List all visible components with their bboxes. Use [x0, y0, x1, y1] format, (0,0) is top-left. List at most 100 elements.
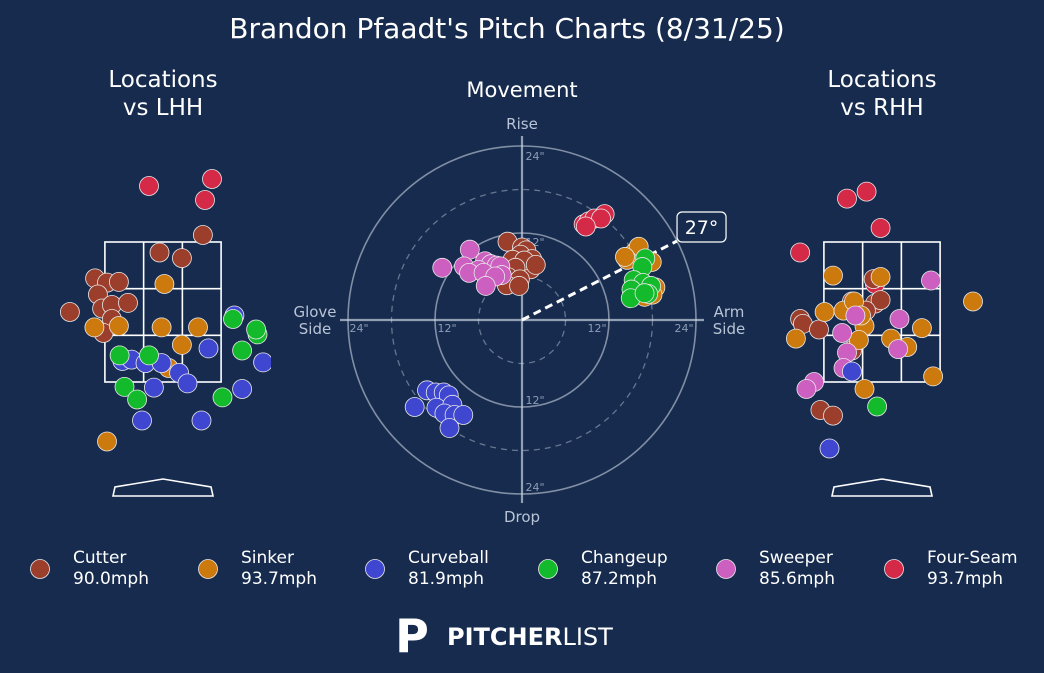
pitch-point-four-seam	[139, 176, 159, 196]
legend-marker	[884, 559, 904, 579]
arm-side-label-line: Side	[713, 320, 745, 338]
pitcherlist-brand: P PITCHERLIST	[395, 609, 613, 663]
ring-tick-label: 24"	[349, 322, 368, 335]
arm-side-label-line: Arm	[714, 303, 745, 321]
rhh-title: Locations vs RHH	[827, 67, 936, 121]
pitch-point-four-seam	[195, 190, 215, 210]
locations-vs-rhh-panel: Locations vs RHH	[786, 67, 983, 497]
drop-label: Drop	[504, 508, 540, 526]
arm-angle-label: 27°	[685, 217, 719, 239]
legend-pitch-name: Sweeper	[759, 548, 833, 568]
legend-pitch-name: Curveball	[408, 548, 489, 568]
legend-marker	[716, 559, 736, 579]
pitch-point-sinker	[854, 379, 875, 399]
pitch-point-sweeper	[832, 323, 852, 343]
pitch-point-sweeper	[889, 309, 910, 329]
lhh-title-line: Locations	[108, 67, 217, 93]
pitch-points	[786, 181, 983, 459]
legend-pitch-name: Four-Seam	[927, 548, 1018, 568]
pitch-point-curveball	[132, 410, 152, 431]
glove-side-label-line: Side	[299, 320, 331, 338]
legend-marker	[30, 559, 50, 579]
pitcherlist-logo-icon: P	[395, 609, 429, 663]
pitch-point-curveball	[232, 379, 253, 399]
pitch-point-sinker	[823, 265, 843, 286]
pitch-point-changeup	[232, 340, 253, 361]
pitch-legend: Cutter90.0mphSinker93.7mphCurveball81.9m…	[30, 548, 1018, 589]
rhh-title-line: Locations	[827, 67, 936, 93]
ring-tick-label: 12"	[587, 322, 606, 335]
pitch-point-sinker	[849, 330, 869, 350]
pitch-point-four-seam	[202, 169, 222, 189]
pitch-point-changeup	[246, 319, 267, 340]
pitch-point-curveball	[842, 361, 862, 382]
movement-point-cutter	[525, 254, 546, 275]
pitch-point-cutter	[171, 248, 192, 269]
pitch-point-sweeper	[796, 379, 817, 399]
legend-pitch-speed: 93.7mph	[927, 569, 1003, 589]
pitch-point-sinker	[84, 317, 105, 338]
pitch-point-cutter	[823, 405, 843, 426]
pitch-point-sinker	[786, 328, 806, 349]
home-plate	[112, 478, 214, 497]
pitch-point-cutter	[60, 302, 80, 322]
rise-label: Rise	[506, 115, 538, 133]
pitch-point-sinker	[912, 318, 932, 339]
pitch-point-four-seam	[870, 218, 891, 238]
pitch-point-curveball	[198, 338, 219, 359]
pitch-point-changeup	[114, 376, 135, 397]
home-plate	[831, 478, 933, 497]
movement-point-sinker	[615, 247, 635, 267]
pitch-point-cutter	[149, 242, 170, 263]
pitch-point-changeup	[867, 396, 887, 417]
legend-pitch-speed: 90.0mph	[73, 569, 149, 589]
pitch-point-changeup	[139, 345, 159, 366]
pitch-point-sinker	[154, 274, 175, 294]
pitch-point-changeup	[212, 387, 233, 408]
pitch-point-cutter	[118, 292, 138, 313]
pitch-point-cutter	[809, 319, 829, 340]
movement-point-changeup	[634, 283, 655, 304]
pitch-point-sinker	[171, 334, 192, 355]
legend-marker	[198, 559, 218, 579]
movement-points	[404, 204, 666, 438]
pitch-point-changeup	[223, 309, 243, 329]
movement-point-four-seam	[575, 216, 596, 237]
glove-side-label-line: Glove	[293, 303, 336, 321]
pitch-point-four-seam	[790, 242, 810, 263]
chart-title: Brandon Pfaadt's Pitch Charts (8/31/25)	[229, 12, 784, 45]
pitch-point-curveball	[819, 438, 840, 459]
pitch-point-curveball	[143, 377, 164, 398]
ring-tick-label: 24"	[674, 322, 693, 335]
pitch-point-cutter	[109, 271, 129, 292]
legend-pitch-name: Cutter	[73, 548, 126, 568]
locations-vs-lhh-panel: Locations vs LHH	[60, 67, 271, 497]
legend-marker	[538, 559, 558, 579]
legend-pitch-name: Sinker	[241, 548, 294, 568]
pitch-point-cutter	[870, 290, 891, 311]
pitch-point-sweeper	[888, 339, 908, 360]
movement-point-sweeper	[459, 239, 480, 260]
movement-point-curveball	[404, 397, 425, 417]
pitch-point-sweeper	[845, 305, 866, 326]
pitch-point-four-seam	[837, 188, 857, 209]
ring-tick-label: 24"	[525, 481, 544, 494]
pitch-point-sinker	[963, 291, 983, 312]
pitch-point-curveball	[177, 373, 198, 394]
legend-pitch-speed: 87.2mph	[581, 569, 657, 589]
movement-point-cutter	[509, 276, 529, 296]
legend-pitch-speed: 81.9mph	[408, 569, 484, 589]
glove-side-label: Glove Side	[293, 303, 336, 338]
pitch-point-sinker	[814, 302, 835, 322]
pitch-point-curveball	[191, 410, 212, 431]
pitch-point-sinker	[870, 267, 891, 287]
brand-light-text: LIST	[562, 623, 613, 651]
pitch-point-cutter	[192, 225, 213, 245]
pitch-points	[60, 169, 271, 452]
